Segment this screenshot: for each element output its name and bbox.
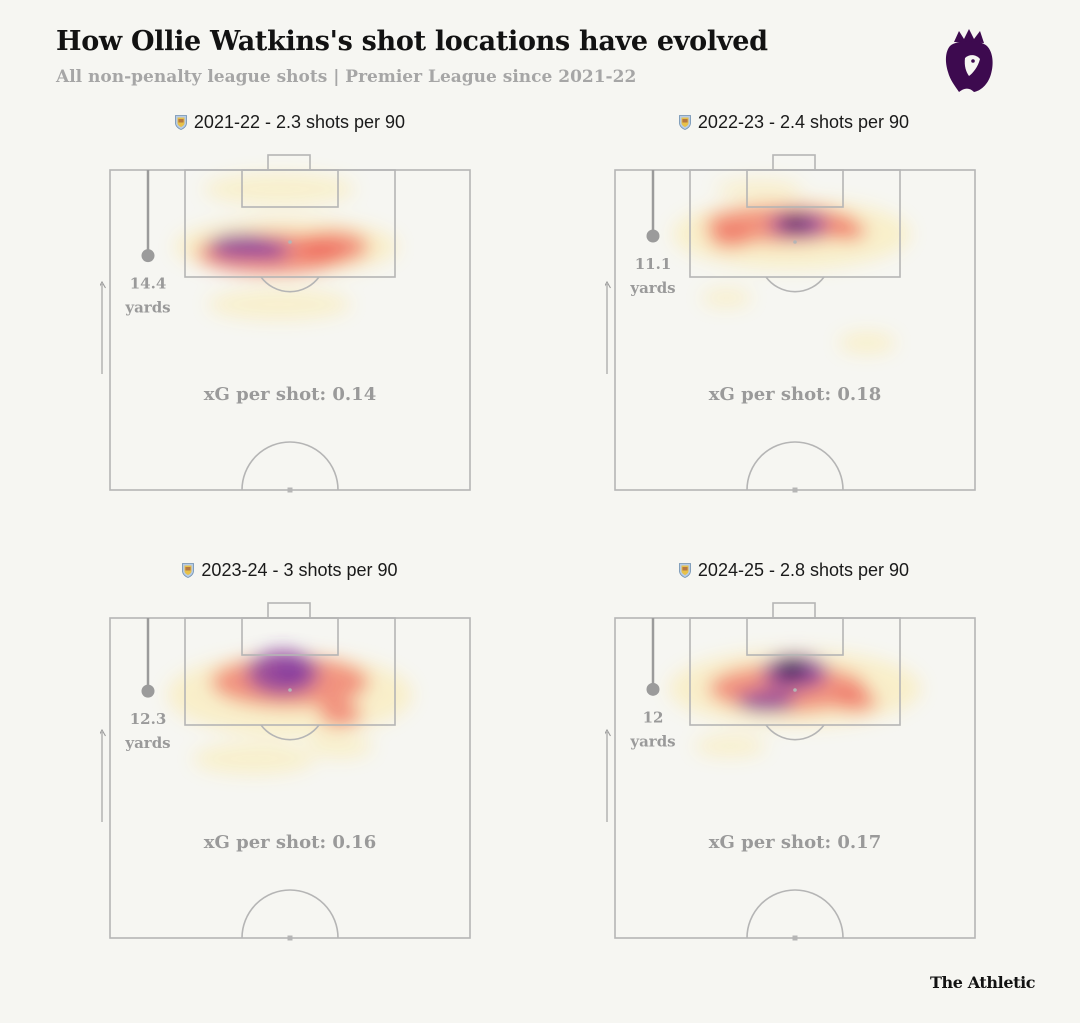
panel-title-2021-22: 2021-22 - 2.3 shots per 90 (110, 112, 470, 133)
panel-title-text: 2022-23 - 2.4 shots per 90 (697, 112, 910, 132)
xg-per-shot: xG per shot: 0.18 (709, 384, 881, 405)
panel-title-text: 2023-24 - 3 shots per 90 (201, 560, 398, 580)
heat-blob (701, 288, 752, 308)
shot-heatmap-2024-25: 12yardsAttackxG per shot: 0.17 (605, 602, 976, 941)
center-spot (792, 935, 798, 941)
panel-title-2024-25: 2024-25 - 2.8 shots per 90 (614, 560, 974, 581)
chart-subtitle: All non-penalty league shots | Premier L… (56, 67, 637, 87)
heat-blob (203, 173, 355, 206)
attack-arrow-head (100, 280, 106, 289)
aston-villa-crest-icon (175, 115, 187, 130)
xg-per-shot: xG per shot: 0.17 (709, 832, 881, 853)
penalty-spot (288, 240, 292, 244)
heatmap-layer (669, 650, 921, 758)
center-circle (241, 441, 339, 491)
heat-blob (694, 734, 767, 758)
goal (267, 154, 311, 171)
center-spot (287, 487, 293, 493)
premier-league-lion-icon (945, 29, 993, 92)
aston-villa-crest-icon (182, 563, 195, 578)
heat-blob (775, 659, 808, 679)
distance-value: 11.1 (635, 255, 672, 273)
distance-dot (646, 682, 660, 696)
heatmap-layer (174, 173, 398, 321)
heat-blob (838, 331, 896, 354)
panel-title-2023-24: 2023-24 - 3 shots per 90 (110, 560, 470, 581)
aston-villa-crest-icon (679, 115, 691, 130)
distance-dot (141, 249, 155, 263)
center-circle (746, 441, 844, 491)
heat-blob (192, 742, 316, 775)
goal (772, 602, 816, 619)
shot-heatmap-2023-24: 12.3yardsAttackxG per shot: 0.16 (100, 602, 471, 941)
panel-title-text: 2021-22 - 2.3 shots per 90 (193, 112, 406, 132)
center-spot (287, 935, 293, 941)
attack-arrow-head (605, 728, 611, 737)
penalty-arc (765, 724, 825, 741)
xg-per-shot: xG per shot: 0.14 (204, 384, 376, 405)
heat-blob (246, 240, 290, 260)
shot-heatmap-2022-23: 11.1yardsAttackxG per shot: 0.18 (605, 154, 976, 493)
pitch-lines (109, 154, 471, 491)
goal (267, 602, 311, 619)
aston-villa-crest-icon (679, 563, 691, 578)
heat-blob (207, 288, 352, 321)
chart-title: How Ollie Watkins's shot locations have … (56, 26, 768, 57)
six-yard-box (241, 617, 339, 656)
heat-blob (318, 701, 362, 727)
heat-blob (782, 216, 808, 230)
distance-unit: yards (629, 732, 675, 750)
goal (772, 154, 816, 171)
distance-value: 12.3 (130, 710, 167, 728)
attack-arrow-head (605, 280, 611, 289)
xg-per-shot: xG per shot: 0.16 (204, 832, 376, 853)
distance-dot (646, 229, 660, 243)
penalty-spot (793, 240, 797, 244)
distance-unit: yards (629, 279, 675, 297)
heatmap-layer (167, 650, 413, 775)
penalty-arc (765, 276, 825, 293)
penalty-arc (260, 276, 320, 293)
shot-heatmap-2021-22: 14.4yardsAttackxG per shot: 0.14 (100, 154, 471, 493)
center-circle (241, 889, 339, 939)
distance-unit: yards (124, 299, 170, 317)
six-yard-box (746, 617, 844, 656)
attack-arrow-head (100, 728, 106, 737)
heat-blob (715, 179, 803, 199)
penalty-spot (288, 688, 292, 692)
distance-value: 12 (643, 708, 664, 726)
distance-dot (141, 684, 155, 698)
penalty-spot (793, 688, 797, 692)
penalty-arc (260, 724, 320, 741)
heat-blob (273, 662, 307, 682)
distance-value: 14.4 (130, 275, 167, 293)
center-spot (792, 487, 798, 493)
panel-title-text: 2024-25 - 2.8 shots per 90 (697, 560, 910, 580)
distance-unit: yards (124, 734, 170, 752)
heat-blob (737, 690, 795, 713)
panel-title-2022-23: 2022-23 - 2.4 shots per 90 (614, 112, 974, 133)
center-circle (746, 889, 844, 939)
heatmap-layer (672, 179, 911, 354)
heat-blob (308, 733, 373, 759)
publisher-credit: The Athletic (930, 973, 1036, 992)
